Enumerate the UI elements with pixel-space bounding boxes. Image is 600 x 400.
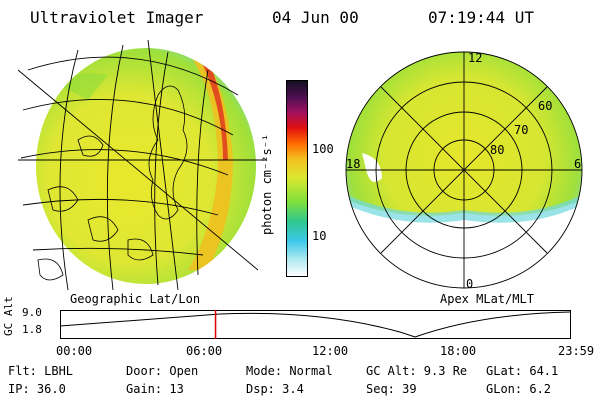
time-label: 07:19:44 UT bbox=[428, 8, 534, 27]
timeline-xtick-2359: 23:59 bbox=[558, 344, 595, 358]
timeline-ylabel: GC Alt bbox=[2, 296, 15, 336]
timeline-xtick-0600: 06:00 bbox=[186, 344, 223, 358]
timeline-ytick-high: 9.0 bbox=[22, 306, 42, 319]
footer-filter: Flt: LBHL bbox=[8, 364, 74, 378]
left-grid bbox=[18, 40, 266, 291]
footer-door: Door: Open bbox=[126, 364, 199, 378]
left-coastlines bbox=[37, 85, 188, 281]
timeline-ytick-low: 1.8 bbox=[22, 323, 42, 336]
mlt-label-18: 18 bbox=[346, 157, 360, 171]
polar-caption: Apex MLat/MLT bbox=[440, 292, 534, 306]
polar-grid bbox=[345, 51, 583, 289]
colorbar bbox=[286, 80, 308, 277]
mlt-label-0: 0 bbox=[466, 277, 473, 291]
timeline-altitude-curve bbox=[60, 311, 571, 338]
footer-seq: Seq: 39 bbox=[366, 382, 417, 396]
lat-label-80: 80 bbox=[490, 143, 504, 157]
footer-mode: Mode: Normal bbox=[246, 364, 333, 378]
footer-ip: IP: 36.0 bbox=[8, 382, 66, 396]
footer-glat: GLat: 64.1 bbox=[486, 364, 559, 378]
instrument-title: Ultraviolet Imager bbox=[30, 8, 204, 27]
date-label: 04 Jun 00 bbox=[272, 8, 359, 27]
polar-map: 12 18 6 0 60 70 80 bbox=[345, 51, 583, 291]
footer-dsp: Dsp: 3.4 bbox=[246, 382, 304, 396]
geographic-map bbox=[18, 40, 266, 291]
footer-gc-alt: GC Alt: 9.3 Re bbox=[366, 364, 468, 378]
colorbar-tick-10: 10 bbox=[312, 229, 327, 243]
timeline-xtick-0000: 00:00 bbox=[56, 344, 93, 358]
colorbar-unit-label: photon cm⁻²s⁻¹ bbox=[260, 133, 274, 235]
lat-label-60: 60 bbox=[538, 99, 552, 113]
lat-label-70: 70 bbox=[514, 123, 528, 137]
footer-glon: GLon: 6.2 bbox=[486, 382, 552, 396]
colorbar-tick-100: 100 bbox=[312, 142, 334, 156]
mlt-label-6: 6 bbox=[574, 157, 581, 171]
timeline-xtick-1200: 12:00 bbox=[312, 344, 349, 358]
timeline-plot bbox=[60, 310, 571, 339]
mlt-label-12: 12 bbox=[468, 51, 482, 65]
footer-gain: Gain: 13 bbox=[126, 382, 184, 396]
geographic-caption: Geographic Lat/Lon bbox=[70, 292, 201, 306]
timeline-xtick-1800: 18:00 bbox=[440, 344, 477, 358]
left-auroral-image bbox=[36, 48, 256, 284]
